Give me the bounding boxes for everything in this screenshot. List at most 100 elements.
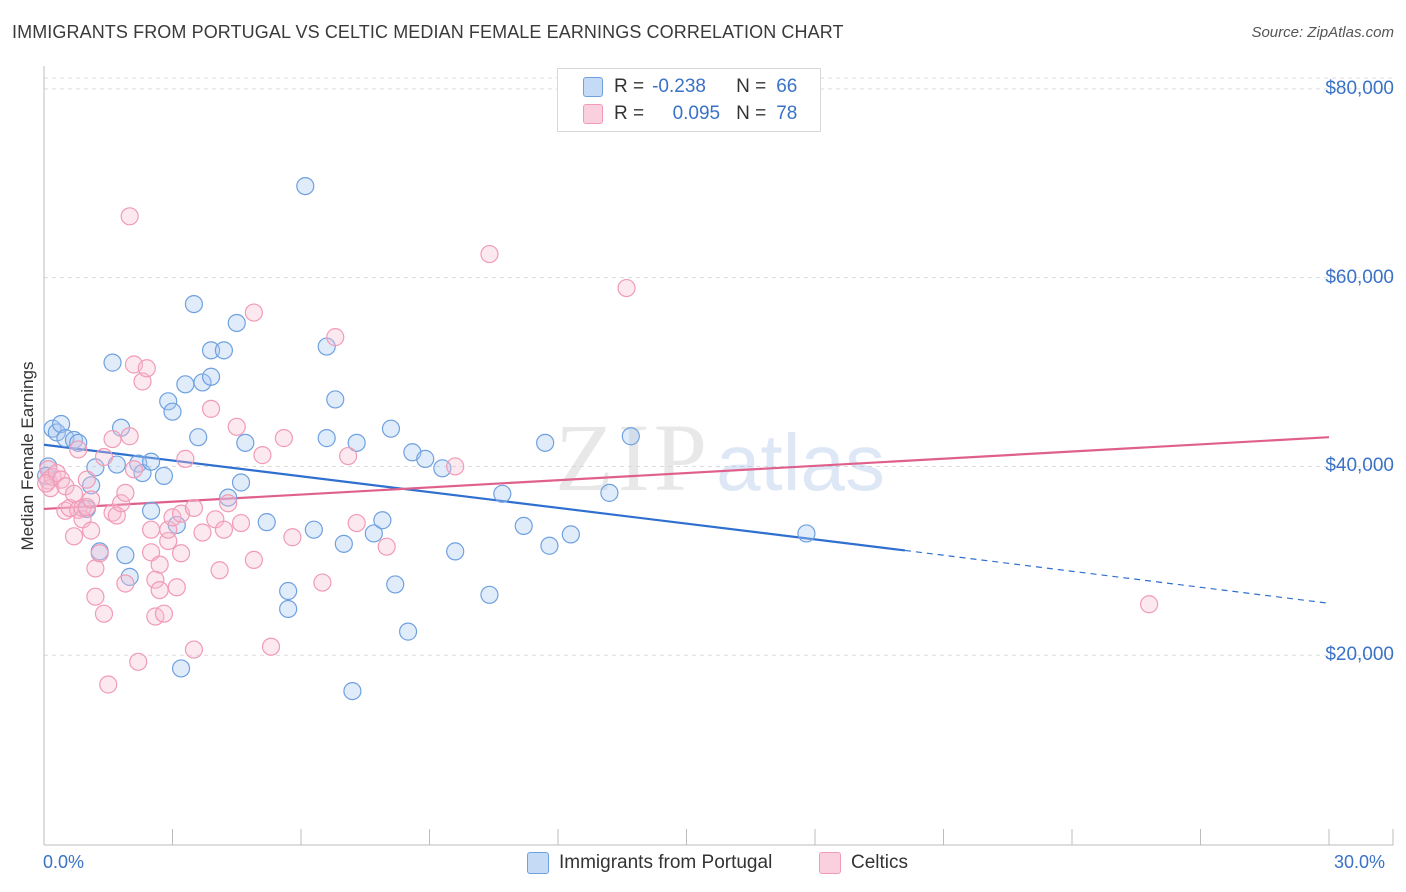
point-celtics bbox=[120, 207, 139, 226]
point-celtics bbox=[377, 537, 396, 556]
y-tick-label: $80,000 bbox=[1325, 77, 1394, 99]
point-celtics bbox=[617, 278, 636, 298]
point-celtics bbox=[171, 544, 191, 563]
point-portugal bbox=[163, 402, 182, 421]
point-celtics bbox=[210, 561, 229, 580]
y-tick-label: $60,000 bbox=[1325, 266, 1394, 288]
point-celtics bbox=[82, 521, 101, 540]
point-celtics bbox=[167, 578, 186, 597]
point-portugal bbox=[279, 599, 298, 619]
point-portugal bbox=[493, 484, 512, 503]
data-points bbox=[37, 177, 1159, 701]
point-celtics bbox=[90, 544, 109, 563]
point-celtics bbox=[283, 528, 302, 547]
point-portugal bbox=[326, 390, 345, 409]
point-celtics bbox=[124, 460, 144, 479]
n-value: 66 bbox=[776, 76, 798, 97]
point-portugal bbox=[334, 534, 353, 553]
point-celtics bbox=[86, 587, 105, 606]
point-celtics bbox=[150, 555, 169, 574]
point-celtics bbox=[82, 490, 101, 509]
point-celtics bbox=[94, 447, 114, 467]
point-celtics bbox=[77, 470, 96, 489]
legend-item-portugal: Immigrants from Portugal bbox=[527, 852, 772, 874]
point-portugal bbox=[236, 433, 255, 452]
point-celtics bbox=[446, 457, 465, 476]
point-celtics bbox=[141, 543, 161, 562]
point-portugal bbox=[154, 466, 174, 485]
point-celtics bbox=[480, 244, 499, 264]
point-portugal bbox=[69, 433, 88, 452]
point-celtics bbox=[64, 527, 84, 546]
watermark-zip: ZIP bbox=[555, 404, 711, 511]
x-tick-label-min: 0.0% bbox=[43, 852, 85, 872]
y-tick-label: $20,000 bbox=[1325, 644, 1394, 666]
r-label: R = bbox=[614, 103, 645, 124]
point-portugal bbox=[536, 433, 555, 452]
point-portugal bbox=[381, 419, 401, 438]
point-celtics bbox=[193, 523, 212, 542]
point-celtics bbox=[37, 474, 56, 493]
point-celtics bbox=[69, 440, 88, 459]
point-portugal bbox=[159, 392, 178, 411]
point-portugal bbox=[480, 585, 499, 604]
point-celtics bbox=[274, 429, 293, 448]
trend-lines bbox=[43, 436, 1330, 604]
point-celtics bbox=[253, 446, 272, 465]
point-celtics bbox=[141, 520, 161, 539]
source-label: Source: ZipAtlas.com bbox=[1251, 24, 1394, 41]
point-celtics bbox=[347, 513, 366, 533]
axes bbox=[43, 66, 1394, 846]
point-celtics bbox=[313, 573, 332, 592]
point-celtics bbox=[261, 637, 281, 656]
point-portugal bbox=[189, 428, 208, 447]
n-label: N = bbox=[736, 76, 767, 97]
point-portugal bbox=[116, 546, 135, 565]
point-portugal bbox=[600, 483, 619, 502]
point-portugal bbox=[171, 659, 191, 678]
point-celtics bbox=[163, 508, 182, 527]
gridlines bbox=[44, 77, 1393, 656]
point-portugal bbox=[317, 429, 336, 448]
point-portugal bbox=[540, 536, 559, 555]
legend-row-portugal: R = -0.238 N = 66 bbox=[583, 74, 798, 100]
point-portugal bbox=[52, 414, 71, 434]
legend-swatch-pink bbox=[583, 104, 603, 124]
trend-line-portugal-extension bbox=[904, 549, 1330, 604]
point-celtics bbox=[176, 449, 195, 468]
point-portugal bbox=[141, 501, 161, 520]
point-portugal bbox=[141, 452, 161, 471]
point-celtics bbox=[214, 520, 233, 539]
point-celtics bbox=[94, 604, 114, 623]
point-portugal bbox=[214, 341, 233, 360]
point-portugal bbox=[184, 294, 204, 314]
point-celtics bbox=[231, 513, 251, 533]
point-celtics bbox=[99, 675, 118, 694]
point-celtics bbox=[116, 574, 135, 593]
legend-swatch-blue bbox=[583, 77, 603, 97]
point-celtics bbox=[244, 550, 263, 569]
point-portugal bbox=[219, 488, 238, 507]
point-celtics bbox=[137, 359, 156, 378]
point-portugal bbox=[201, 341, 221, 360]
point-celtics bbox=[219, 494, 238, 513]
point-portugal bbox=[176, 375, 195, 394]
legend-row-celtics: R = 0.095 N = 78 bbox=[583, 101, 797, 127]
point-portugal bbox=[398, 622, 418, 641]
point-portugal bbox=[103, 353, 122, 372]
point-portugal bbox=[373, 511, 392, 530]
point-celtics bbox=[326, 328, 345, 347]
chart-title: IMMIGRANTS FROM PORTUGAL VS CELTIC MEDIA… bbox=[12, 22, 844, 42]
r-value: 0.095 bbox=[672, 103, 721, 124]
point-celtics bbox=[111, 494, 131, 513]
point-celtics bbox=[339, 446, 358, 466]
point-portugal bbox=[347, 433, 366, 452]
point-celtics bbox=[86, 559, 105, 578]
point-celtics bbox=[201, 399, 221, 418]
point-celtics bbox=[129, 652, 148, 671]
r-label: R = bbox=[614, 76, 645, 97]
legend-label-celtics: Celtics bbox=[851, 852, 909, 873]
point-celtics bbox=[184, 498, 204, 518]
point-celtics bbox=[244, 303, 263, 322]
